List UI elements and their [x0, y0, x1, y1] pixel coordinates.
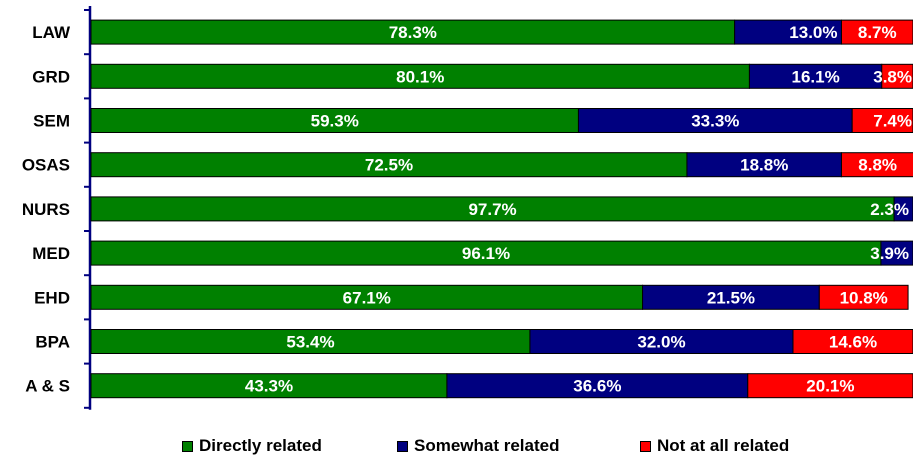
data-label-directly-related-grd: 80.1%: [396, 67, 444, 86]
data-label-directly-related-bpa: 53.4%: [286, 333, 334, 352]
bar-directly-related-med: [90, 240, 882, 266]
data-label-not-at-all-related-law: 8.7%: [858, 23, 897, 42]
legend-swatch-directly-related: [182, 440, 193, 452]
bar-somewhat-related-med: [880, 240, 913, 266]
legend-label-not-at-all-related: Not at all related: [657, 436, 790, 455]
data-label-directly-related-ehd: 67.1%: [343, 288, 391, 307]
data-label-somewhat-related-law: 13.0%: [789, 23, 837, 42]
category-label-ehd: EHD: [34, 288, 70, 307]
category-label-sem: SEM: [33, 112, 70, 131]
data-label-not-at-all-related-osas: 8.8%: [858, 156, 897, 175]
category-label-grd: GRD: [32, 67, 70, 86]
legend-item-directly-related: Directly related: [182, 436, 322, 456]
bar-somewhat-related-bpa: [529, 329, 794, 354]
bar-not-at-all-related-ehd: [818, 284, 909, 310]
data-label-directly-related-law: 78.3%: [389, 23, 437, 42]
bar-not-at-all-related-grd: [881, 63, 913, 89]
data-label-somewhat-related-osas: 18.8%: [740, 156, 788, 175]
data-label-somewhat-related-nurs: 2.3%: [870, 200, 909, 219]
category-label-osas: OSAS: [22, 156, 70, 175]
bar-directly-related-law: [90, 19, 736, 45]
data-label-somewhat-related-med: 3.9%: [870, 244, 909, 263]
bar-somewhat-related-ehd: [642, 284, 820, 310]
bar-somewhat-related-sem: [577, 108, 853, 133]
data-label-not-at-all-related-bpa: 14.6%: [829, 333, 877, 352]
bar-somewhat-related-law: [734, 19, 842, 45]
data-label-somewhat-related-grd: 16.1%: [791, 67, 839, 86]
category-label-law: LAW: [32, 23, 71, 42]
category-label-nurs: NURS: [22, 200, 70, 219]
data-label-not-at-all-related-a-s: 20.1%: [806, 377, 854, 396]
legend-swatch-not-at-all-related: [640, 440, 651, 452]
bar-directly-related-ehd: [90, 284, 644, 310]
category-label-bpa: BPA: [35, 333, 70, 352]
bar-directly-related-sem: [90, 108, 579, 133]
category-label-a-s: A & S: [25, 377, 70, 396]
bar-somewhat-related-grd: [748, 63, 883, 89]
bar-not-at-all-related-osas: [840, 152, 913, 178]
data-label-directly-related-osas: 72.5%: [365, 156, 413, 175]
bar-not-at-all-related-sem: [851, 108, 913, 133]
legend-label-somewhat-related: Somewhat related: [414, 436, 560, 455]
legend-item-somewhat-related: Somewhat related: [397, 436, 560, 456]
data-label-directly-related-sem: 59.3%: [311, 112, 359, 131]
legend-item-not-at-all-related: Not at all related: [640, 436, 789, 456]
bar-directly-related-a-s: [90, 373, 448, 399]
data-label-somewhat-related-bpa: 32.0%: [637, 333, 685, 352]
data-label-somewhat-related-sem: 33.3%: [691, 112, 739, 131]
data-label-somewhat-related-a-s: 36.6%: [573, 377, 621, 396]
data-label-not-at-all-related-ehd: 10.8%: [840, 288, 888, 307]
data-label-directly-related-a-s: 43.3%: [245, 377, 293, 396]
bar-directly-related-nurs: [90, 196, 895, 222]
legend-label-directly-related: Directly related: [199, 436, 322, 455]
bar-directly-related-osas: [90, 152, 688, 178]
bar-not-at-all-related-law: [840, 19, 913, 45]
stacked-bar-chart: LAW 78.3% 13.0% 8.7% GRD 80.1% 16.1% 3.8% SEM 59.…: [22, 6, 913, 410]
bar-directly-related-bpa: [90, 329, 531, 354]
legend-swatch-somewhat-related: [397, 440, 408, 452]
legend: Directly related Somewhat related Not at…: [0, 436, 913, 460]
data-label-directly-related-nurs: 97.7%: [468, 200, 516, 219]
bar-directly-related-grd: [90, 63, 750, 89]
data-label-directly-related-med: 96.1%: [462, 244, 510, 263]
data-label-not-at-all-related-sem: 7.4%: [873, 112, 912, 131]
data-label-somewhat-related-ehd: 21.5%: [707, 288, 755, 307]
category-label-med: MED: [32, 244, 70, 263]
bar-not-at-all-related-a-s: [747, 373, 913, 399]
data-label-not-at-all-related-grd: 3.8%: [873, 67, 912, 86]
